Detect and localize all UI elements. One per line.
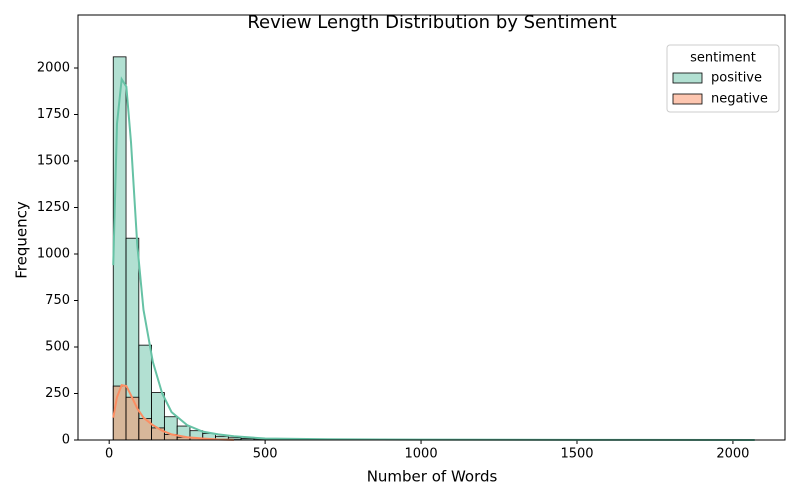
x-axis-label: Number of Words (367, 468, 498, 486)
y-tick-label: 250 (45, 386, 70, 401)
chart-title: Review Length Distribution by Sentiment (247, 12, 616, 33)
legend-swatch (672, 93, 703, 105)
kde-line (112, 76, 755, 441)
y-tick-label: 1500 (37, 154, 70, 169)
y-tick-label: 500 (45, 340, 70, 355)
y-tick-label: 1750 (37, 107, 70, 122)
x-tick-label: 1500 (560, 447, 593, 462)
bar (112, 56, 127, 441)
legend-label: negative (711, 92, 768, 107)
x-tick-label: 2000 (716, 447, 749, 462)
x-tick-label: 0 (105, 447, 113, 462)
y-axis-label: Frequency (13, 201, 31, 279)
legend-label: positive (711, 71, 762, 86)
x-tick-label: 1000 (405, 447, 438, 462)
kde-line (112, 383, 234, 441)
y-tick-label: 2000 (37, 61, 70, 76)
y-tick-label: 1000 (37, 247, 70, 262)
legend-swatch (672, 72, 703, 84)
legend: sentiment positive negative (666, 44, 780, 113)
y-tick-label: 750 (45, 293, 70, 308)
plot-frame (77, 14, 786, 441)
y-tick-label: 0 (62, 433, 70, 448)
legend-title: sentiment (690, 51, 756, 66)
bar (112, 385, 127, 441)
bar (125, 396, 140, 441)
y-tick-label: 1250 (37, 200, 70, 215)
x-tick-label: 500 (253, 447, 278, 462)
